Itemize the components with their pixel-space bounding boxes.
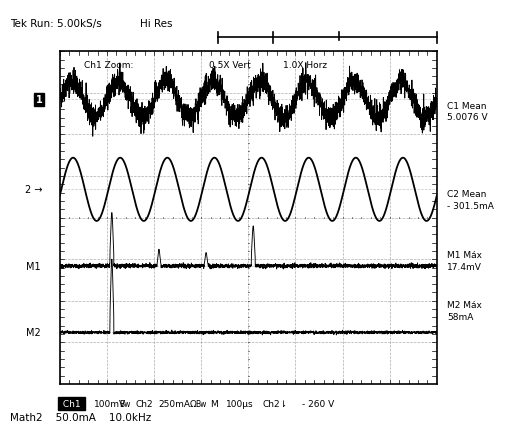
Text: 2 →: 2 → [24,185,42,195]
Text: 1: 1 [36,95,43,105]
Text: 100mV: 100mV [94,399,126,408]
Text: C2 Mean
- 301.5mA: C2 Mean - 301.5mA [447,190,494,210]
Text: Math2    50.0mA    10.0kHz: Math2 50.0mA 10.0kHz [10,413,152,422]
Text: M1 Máx
17.4mV: M1 Máx 17.4mV [447,251,482,272]
Text: 100μs: 100μs [226,399,254,408]
Text: M2: M2 [26,328,41,338]
Text: 1.0X Horz: 1.0X Horz [283,60,327,69]
Text: Bw: Bw [195,399,206,408]
Text: Bw: Bw [120,399,131,408]
Text: Ch2: Ch2 [135,399,153,408]
Text: Ch1: Ch1 [60,399,83,408]
Text: M: M [211,399,218,408]
Text: - 260 V: - 260 V [302,399,334,408]
Text: Ch1 Zoom:: Ch1 Zoom: [84,60,134,69]
Text: Tek Run: 5.00kS/s: Tek Run: 5.00kS/s [10,19,102,29]
Text: Ch2⇂: Ch2⇂ [263,399,288,408]
Text: 0.5X Vert: 0.5X Vert [209,60,250,69]
Text: C1 Mean
5.0076 V: C1 Mean 5.0076 V [447,102,488,122]
Text: M2 Máx
58mA: M2 Máx 58mA [447,301,482,322]
Text: M1: M1 [26,261,41,271]
Text: 250mAΩ: 250mAΩ [159,399,198,408]
Text: Hi Res: Hi Res [140,19,173,29]
